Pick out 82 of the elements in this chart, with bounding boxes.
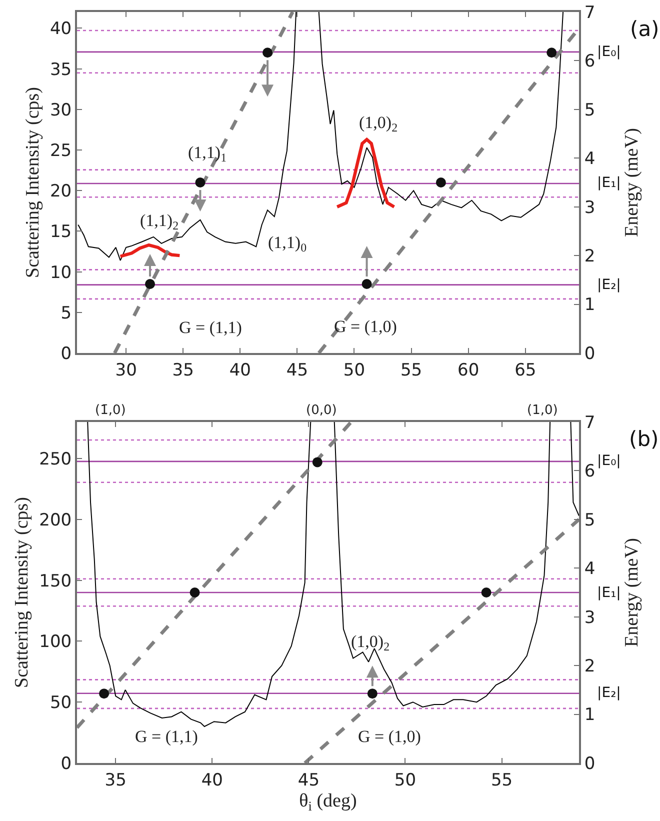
y-tick-label: 200 [39, 510, 72, 530]
y2-tick-label: 6 [584, 462, 596, 482]
y2-axis-title: Energy (meV) [622, 538, 643, 647]
ref-line-label: |E₀| [597, 44, 621, 60]
annotation: (1,0)$_{2}$ [351, 632, 390, 654]
ref-line-label: |E₂| [597, 685, 621, 701]
x-tick-label: 45 [298, 770, 320, 790]
y2-tick-label: 3 [584, 608, 596, 628]
y-tick-label: 150 [39, 571, 72, 592]
y2-tick-label: 1 [584, 705, 596, 726]
y2-tick-label: 2 [584, 246, 596, 267]
y2-tick-label: 2 [584, 656, 596, 677]
point [481, 588, 492, 598]
y2-tick-label: 7 [584, 2, 596, 23]
y-tick-label: 100 [39, 632, 72, 652]
annotation: G = (1,1) [135, 727, 198, 746]
y-tick-label: 25 [50, 140, 72, 161]
y-tick-label: 30 [50, 100, 72, 120]
y-tick-label: 10 [50, 262, 72, 283]
ref-line-label: |E₂| [597, 277, 621, 293]
y2-tick-label: 3 [584, 198, 596, 218]
y-tick-label: 0 [60, 754, 72, 774]
annotation: G = (1,0) [334, 317, 397, 336]
point [195, 178, 206, 188]
text: (1,0) [527, 403, 558, 418]
y-tick-label: 20 [50, 182, 72, 202]
x-tick-label: 35 [172, 360, 194, 380]
point [362, 278, 372, 289]
y2-tick-label: 5 [584, 510, 596, 530]
line-series [118, 243, 182, 258]
y-tick-label: 35 [50, 60, 72, 80]
y2-tick-label: 0 [584, 344, 596, 364]
y-tick-label: 40 [50, 19, 72, 40]
annotation: (1,1)$_{1}$ [188, 143, 227, 165]
x-tick-label: 45 [286, 360, 308, 380]
y2-tick-label: 6 [584, 52, 596, 72]
line-series [336, 138, 396, 208]
text: (0,0) [306, 403, 337, 418]
y2-tick-label: 7 [584, 412, 596, 433]
x-tick-label: 55 [490, 770, 513, 790]
annotation: G = (1,0) [358, 727, 421, 746]
x-tick-label: 65 [514, 360, 536, 380]
ref-line-label: |E₀| [597, 453, 621, 469]
text: (b) [629, 427, 659, 451]
point [262, 48, 273, 58]
y2-tick-label: 1 [584, 295, 596, 316]
point [312, 457, 322, 468]
x-tick-label: 50 [343, 360, 366, 380]
y-tick-label: 50 [50, 693, 72, 714]
annotation: (1,1)$_{2}$ [140, 211, 179, 233]
y-tick-label: 5 [60, 303, 72, 324]
y-tick-label: 15 [50, 222, 72, 242]
ref-line-label: |E₁| [597, 585, 621, 601]
point [546, 48, 557, 58]
x-axis-title: θ$_{i}$ (deg) [299, 790, 357, 814]
x-tick-label: 60 [458, 360, 480, 380]
y2-tick-label: 4 [584, 149, 596, 170]
point [367, 688, 378, 699]
annotation: (1,1)$_{0}$ [268, 233, 307, 255]
point [190, 588, 200, 598]
ref-line-label: |E₁| [597, 175, 621, 191]
text: (1̄,0) [95, 403, 126, 418]
x-tick-label: 50 [394, 770, 416, 790]
y2-tick-label: 5 [584, 100, 596, 120]
y2-tick-label: 0 [584, 754, 596, 774]
y-axis-title: Scattering Intensity (cps) [22, 86, 44, 278]
text: (a) [630, 17, 660, 41]
y-tick-label: 250 [39, 449, 72, 470]
x-tick-label: 55 [400, 360, 422, 380]
annotation: G = (1,1) [179, 318, 242, 337]
y-axis-title: Scattering Intensity (cps) [11, 496, 32, 688]
x-tick-label: 35 [104, 770, 126, 790]
point [436, 178, 446, 188]
point [99, 688, 110, 699]
x-tick-label: 40 [201, 770, 223, 790]
x-tick-label: 40 [229, 360, 251, 380]
x-tick-label: 30 [115, 360, 137, 380]
annotation: (1,0)$_{2}$ [359, 113, 398, 135]
y2-tick-label: 4 [584, 559, 596, 580]
y-tick-label: 0 [60, 344, 72, 364]
point [145, 278, 156, 289]
y2-axis-title: Energy (meV) [622, 128, 643, 237]
